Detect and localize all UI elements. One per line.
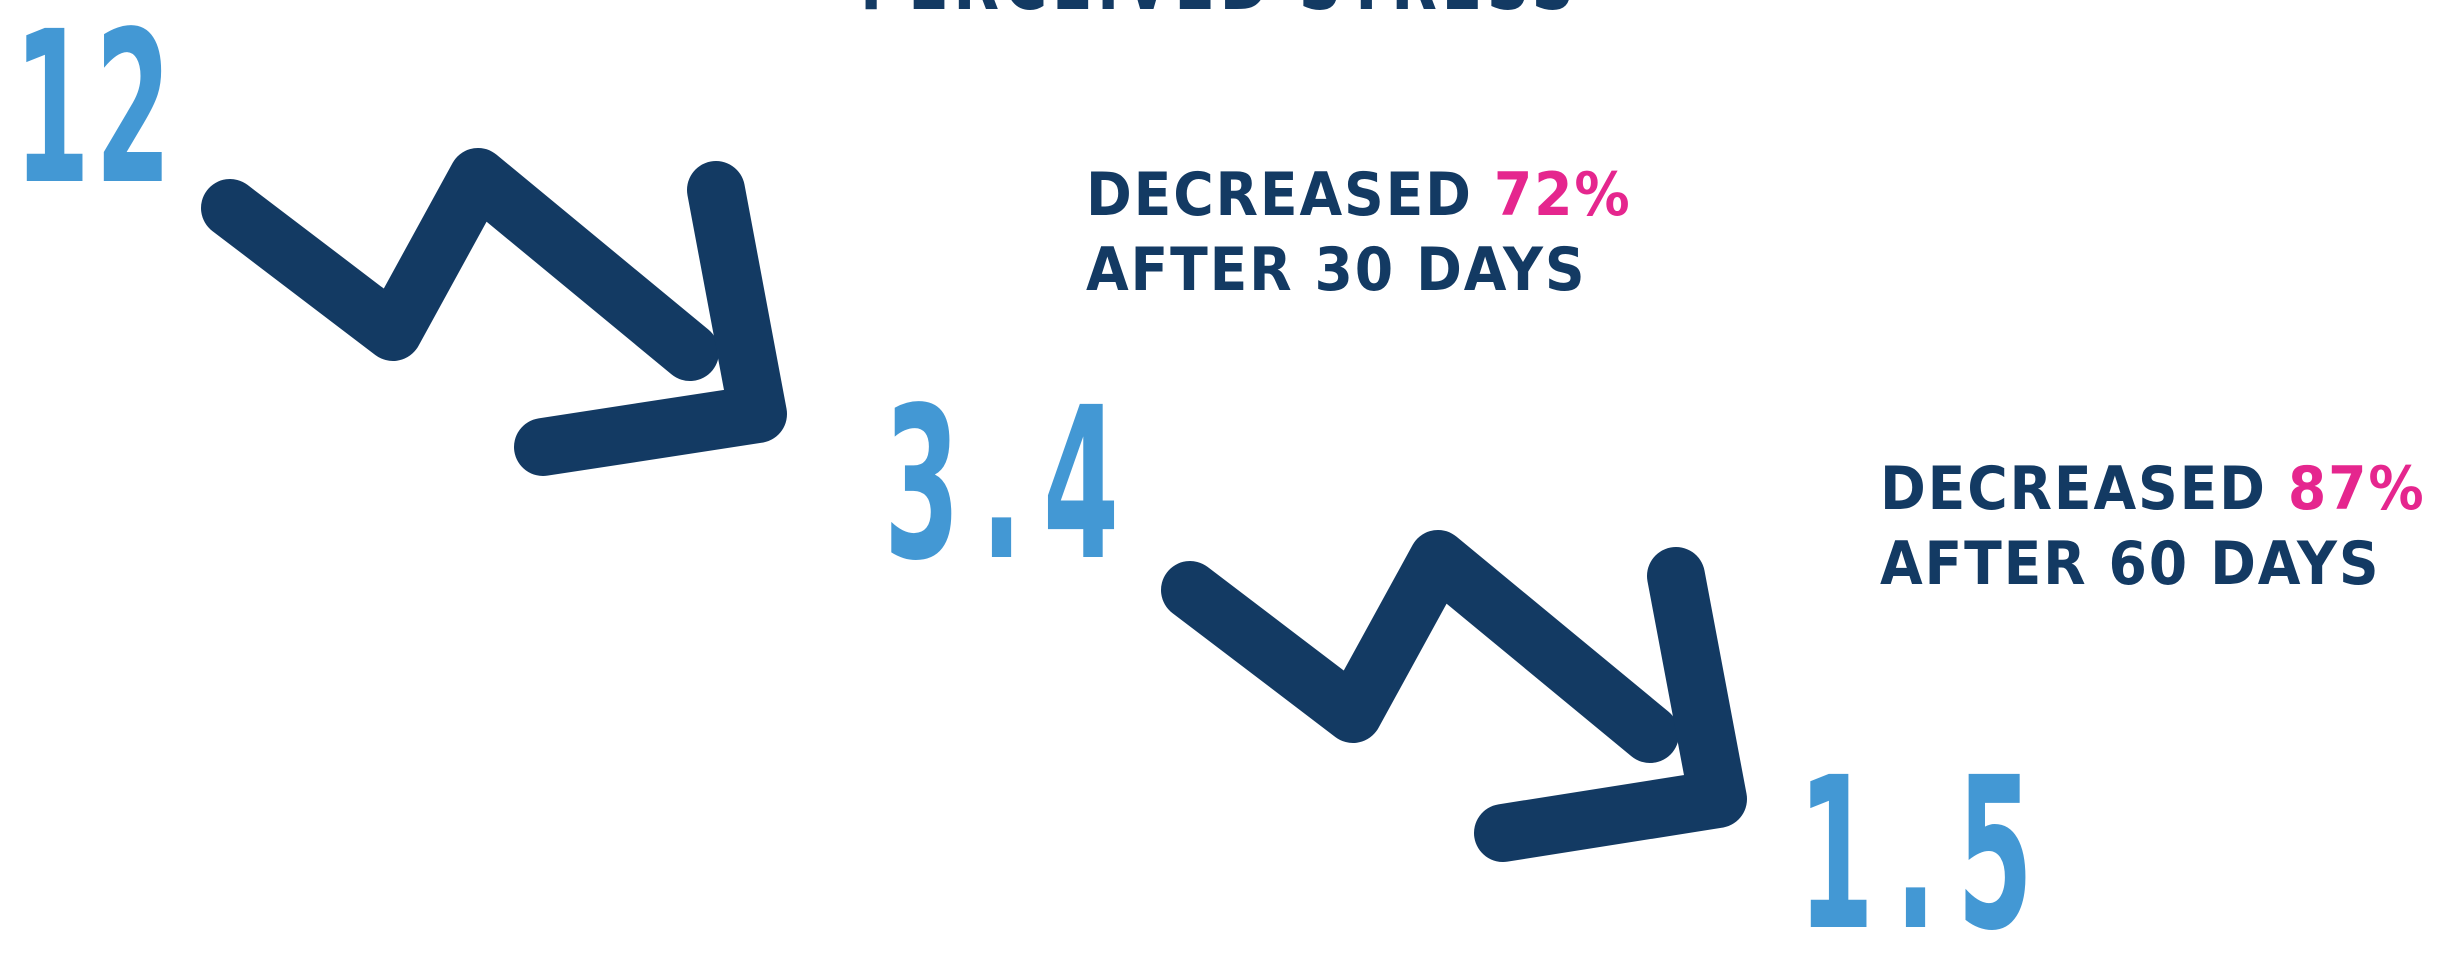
trend-down-arrow-icon bbox=[201, 148, 1747, 862]
arrow-1-head bbox=[514, 161, 787, 476]
caption-30-days: DECREASED 72% AFTER 30 DAYS bbox=[1086, 158, 1632, 308]
arrow-1-zigzag bbox=[201, 148, 719, 381]
caption-60-days: DECREASED 87% AFTER 60 DAYS bbox=[1880, 452, 2426, 602]
after-30-days-value: 3.4 bbox=[884, 362, 1140, 607]
caption-30-line2: AFTER 30 DAYS bbox=[1086, 235, 1587, 305]
caption-60-prefix: DECREASED bbox=[1880, 454, 2288, 524]
after-60-days-value: 1.5 bbox=[1798, 732, 2054, 977]
caption-60-line2: AFTER 60 DAYS bbox=[1880, 529, 2381, 599]
arrow-group-1 bbox=[201, 148, 787, 476]
arrow-group-2 bbox=[1161, 530, 1747, 862]
caption-30-line1: DECREASED 72% bbox=[1086, 158, 1632, 233]
caption-30-prefix: DECREASED bbox=[1086, 160, 1494, 230]
arrow-2-head bbox=[1474, 547, 1747, 862]
caption-30-percent: 72% bbox=[1493, 160, 1632, 230]
caption-60-line1: DECREASED 87% bbox=[1880, 452, 2426, 527]
arrow-2-zigzag bbox=[1161, 530, 1679, 763]
page-title: PERCEIVED STRESS bbox=[268, 0, 2170, 27]
caption-60-percent: 87% bbox=[2287, 454, 2426, 524]
initial-stress-value: 12 bbox=[14, 0, 177, 231]
